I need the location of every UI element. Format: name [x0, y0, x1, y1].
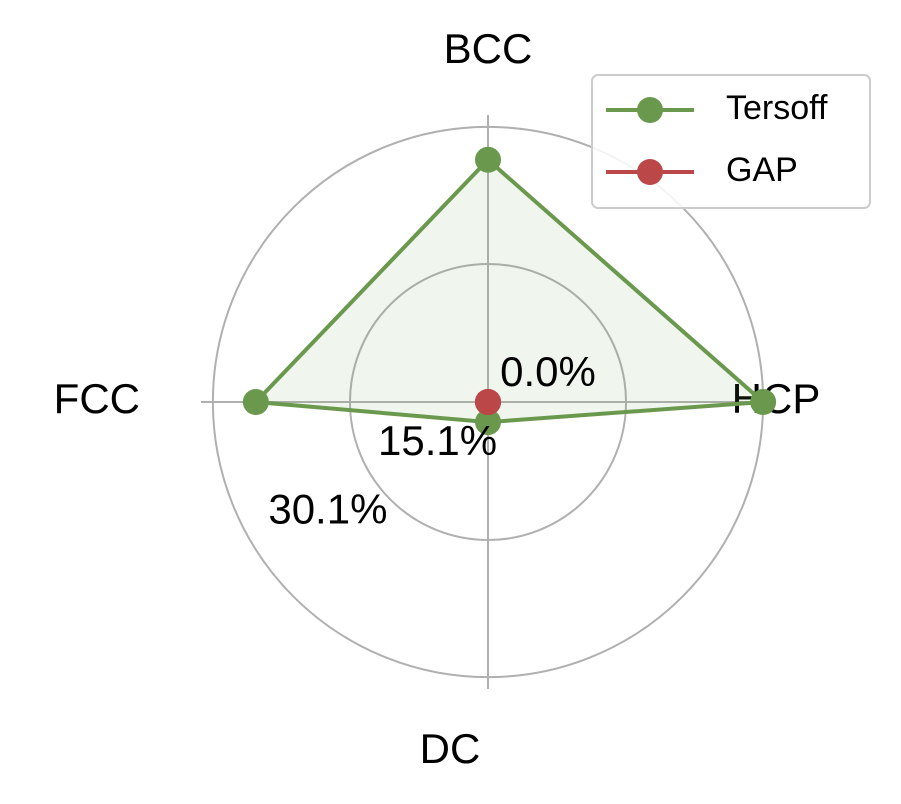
legend: Tersoff GAP: [591, 74, 871, 209]
r-tick-label: 15.1%: [378, 417, 497, 464]
category-label: HCP: [732, 375, 821, 422]
legend-marker: [637, 97, 663, 123]
point: [750, 389, 777, 415]
category-label: DC: [420, 725, 481, 772]
r-tick-label: 0.0%: [500, 348, 596, 395]
point: [475, 146, 501, 173]
category-label: FCC: [54, 375, 140, 422]
point: [475, 409, 501, 436]
point: [242, 389, 269, 415]
legend-label: GAP: [726, 151, 798, 189]
legend-label: Tersoff: [726, 89, 828, 127]
legend-marker: [637, 159, 663, 185]
series-area: [255, 159, 764, 423]
point: [475, 389, 501, 415]
category-label: BCC: [444, 25, 533, 72]
r-tick-label: 30.1%: [268, 486, 387, 533]
